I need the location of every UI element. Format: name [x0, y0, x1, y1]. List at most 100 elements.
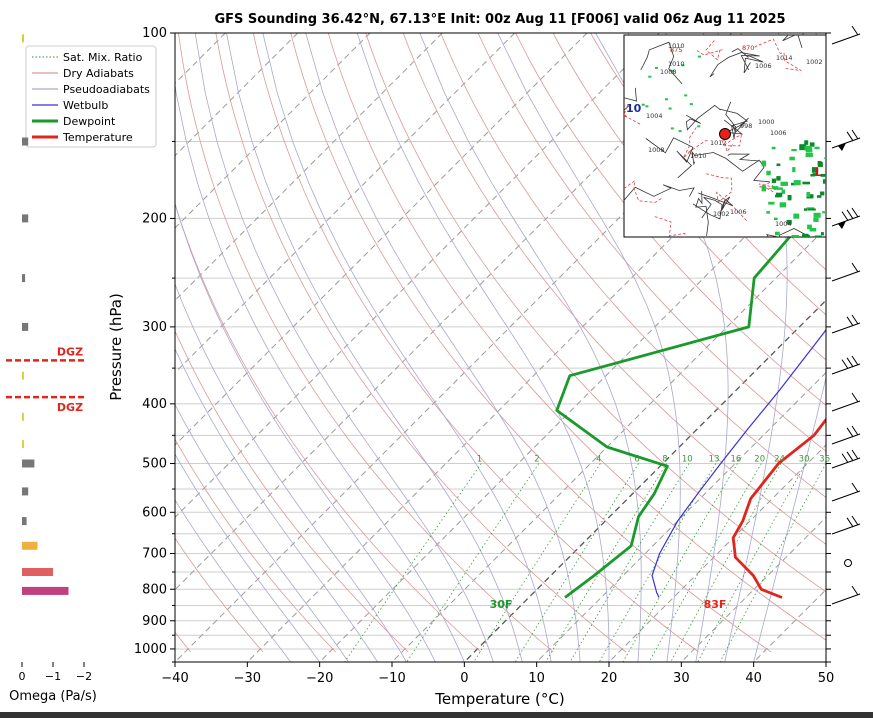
map-precip: [806, 192, 810, 198]
pseudoadiabat: [175, 499, 292, 662]
map-precip: [813, 212, 821, 218]
map-precip: [822, 211, 826, 214]
omega-bar: [22, 371, 24, 380]
omega-axis-label: Omega (Pa/s): [9, 689, 97, 704]
legend-entry: Sat. Mix. Ratio: [63, 51, 143, 64]
isotherm: [536, 371, 826, 662]
dgz-label: DGZ: [57, 401, 83, 414]
y-axis-label: Pressure (hPa): [107, 293, 125, 401]
temperature-surface-label: 83F: [704, 598, 727, 611]
dry-adiabat: [365, 33, 826, 593]
map-contour: [727, 153, 770, 183]
mixing-ratio-label: 2: [534, 455, 539, 465]
dry-adiabat: [178, 33, 554, 653]
isotherm: [825, 661, 826, 662]
pseudoadiabat: [305, 33, 581, 662]
mixing-ratio-line: [514, 463, 639, 662]
window-bottom-border: [0, 712, 873, 718]
map-precip: [807, 224, 812, 230]
wind-barb: [844, 559, 852, 567]
map-precip: [816, 195, 822, 198]
mixing-ratio-label: 13: [709, 455, 720, 465]
y-tick-label: 700: [142, 547, 167, 562]
omega-bar: [22, 214, 29, 223]
dry-adiabat: [853, 33, 873, 652]
dry-adiabat: [402, 33, 826, 545]
map-precip: [803, 208, 807, 211]
omega-panel: DGZ DGZ 0 −1 −2: [6, 34, 92, 683]
x-tick-label: 50: [818, 671, 835, 686]
isotherm: [175, 33, 588, 446]
map-label: 998: [740, 122, 752, 130]
x-tick-label: −20: [306, 671, 333, 686]
isotherm: [680, 516, 826, 662]
map-precip: [761, 185, 767, 192]
y-tick-label: 900: [142, 614, 167, 629]
wind-barbs: [831, 25, 861, 605]
mixing-ratio-line: [406, 463, 540, 662]
map-contour: [696, 38, 723, 61]
temperature-profile: [731, 417, 826, 599]
map-precip: [779, 202, 787, 208]
map-contour: [698, 192, 734, 215]
legend: Sat. Mix. Ratio Dry Adiabats Pseudoadiabat…: [25, 45, 157, 148]
mixing-ratio-line: [670, 463, 782, 662]
y-tick-label: 300: [142, 320, 167, 335]
y-tick-label: 400: [142, 397, 167, 412]
dry-adiabat: [175, 330, 409, 653]
map-contour: [624, 104, 641, 125]
wind-barb: [831, 515, 861, 535]
map-precip: [766, 211, 771, 214]
omega-bar: [22, 274, 26, 283]
pseudoadiabat: [175, 202, 436, 662]
map-label: 1000: [758, 118, 775, 126]
map-label: 1002: [713, 210, 730, 218]
isotherm: [175, 33, 443, 302]
dry-adiabat: [440, 33, 826, 498]
map-label: 870: [742, 44, 754, 52]
omega-bar: [22, 586, 69, 595]
pseudoadiabat: [175, 283, 407, 662]
map-precip: [802, 181, 811, 185]
map-precip: [791, 182, 796, 186]
pseudoadiabat: [497, 33, 681, 662]
mixing-ratio-label: 1: [477, 455, 482, 465]
map-precip: [766, 170, 771, 176]
mixing-ratio-line: [622, 463, 738, 662]
omega-bar: [22, 137, 29, 146]
map-precip: [768, 201, 775, 205]
map-precip: [778, 187, 783, 190]
omega-bar: [22, 459, 35, 468]
isotherm: [175, 33, 516, 374]
pseudoadiabat: [175, 347, 378, 662]
pseudoadiabat: [356, 33, 610, 662]
mixing-ratio-line: [719, 463, 826, 662]
wind-barb: [831, 355, 861, 375]
map-contour: [731, 48, 764, 74]
map-label: 1006: [730, 208, 747, 216]
map-label: 1010: [690, 152, 707, 160]
omega-tick-label: −1: [45, 670, 61, 683]
wind-barb: [831, 314, 861, 334]
legend-entry: Pseudoadiabats: [63, 83, 150, 96]
map-precip: [810, 174, 815, 177]
pseudoadiabat: [717, 33, 788, 662]
dry-adiabat: [175, 202, 482, 653]
map-label: 1010: [668, 42, 685, 50]
map-precip: [776, 163, 781, 167]
map-contour: [640, 41, 683, 85]
mixing-ratio-label: 4: [596, 455, 601, 465]
dgz-label: DGZ: [57, 345, 83, 358]
pseudoadiabat: [753, 375, 826, 662]
map-precip: [791, 235, 800, 237]
map-label: L: [815, 166, 822, 179]
map-precip: [812, 173, 818, 177]
map-contour: [723, 117, 749, 135]
wind-barb: [831, 449, 861, 469]
wind-barb: [831, 262, 861, 282]
mixing-ratio-label: 24: [774, 455, 785, 465]
map-precip: [804, 145, 812, 151]
map-precip: [805, 153, 813, 158]
mixing-ratio-label: 10: [682, 455, 693, 465]
